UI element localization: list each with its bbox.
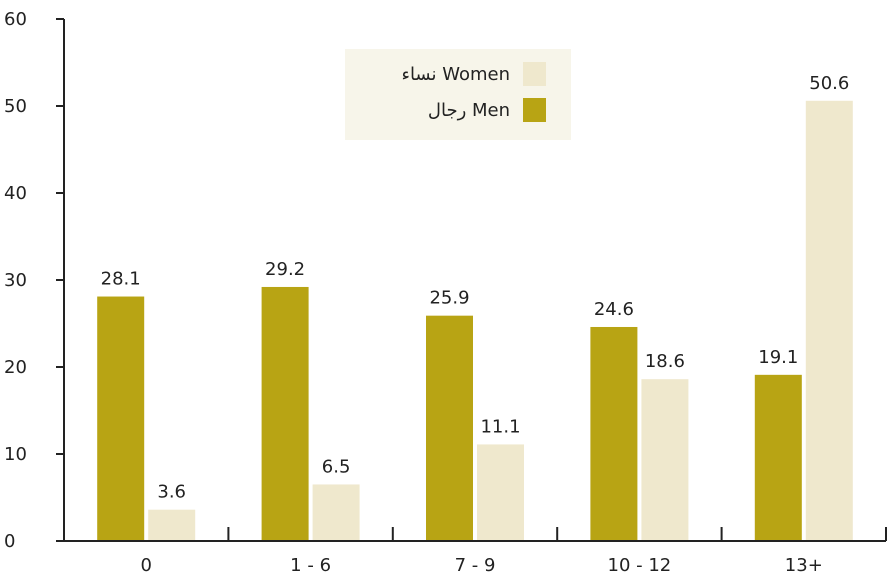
legend: نساء Women رجال Men: [345, 49, 571, 140]
legend-label-men: رجال Men: [428, 100, 510, 121]
x-tick-label: 0: [140, 555, 151, 576]
y-tick-label: 20: [4, 357, 27, 378]
data-label-men: 29.2: [265, 259, 305, 280]
bar-men: [754, 374, 802, 541]
data-labels: 28.1 29.2 25.9 24.6 19.1 3.6 6.5 11.1 18.6 50.6: [101, 73, 850, 503]
bar-men: [97, 296, 145, 541]
legend-swatch-men: [523, 98, 546, 122]
data-label-women: 50.6: [809, 73, 849, 94]
x-tick-label: 10 - 12: [608, 555, 672, 576]
bars: [97, 100, 853, 541]
y-tick-label: 10: [4, 444, 27, 465]
bar-women: [477, 444, 524, 541]
y-tick-label: 30: [4, 270, 27, 291]
data-label-men: 19.1: [758, 347, 798, 368]
bar-men: [426, 315, 473, 541]
y-tick-label: 50: [4, 96, 27, 117]
data-label-women: 11.1: [480, 416, 520, 437]
y-tick-label: 40: [4, 183, 27, 204]
y-tick-label: 0: [4, 531, 15, 552]
data-label-women: 18.6: [645, 351, 685, 372]
bar-women: [312, 484, 360, 541]
data-label-men: 28.1: [101, 269, 141, 290]
x-tick-label: 7 - 9: [455, 555, 496, 576]
x-axis-ticks: 0 1 - 6 7 - 9 10 - 12 13+: [140, 527, 887, 576]
y-tick-label: 60: [4, 9, 27, 30]
x-tick-label: 1 - 6: [290, 555, 331, 576]
y-axis-ticks: 0 10 20 30 40 50 60: [4, 9, 64, 552]
legend-label-women: نساء Women: [401, 64, 510, 85]
data-label-women: 6.5: [322, 456, 351, 477]
data-label-men: 25.9: [429, 288, 469, 309]
x-tick-label: 13+: [785, 555, 823, 576]
bar-women: [641, 379, 689, 541]
data-label-women: 3.6: [157, 482, 186, 503]
bar-women: [148, 509, 196, 541]
bar-women: [805, 100, 853, 541]
legend-swatch-women: [523, 62, 546, 86]
bar-men: [261, 286, 309, 541]
bar-men: [590, 326, 638, 541]
data-label-men: 24.6: [594, 299, 634, 320]
